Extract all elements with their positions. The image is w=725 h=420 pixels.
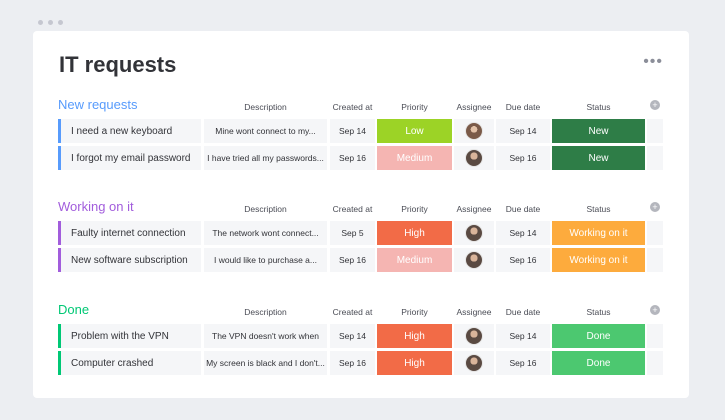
- empty-cell: [647, 146, 663, 170]
- due-date-cell[interactable]: Sep 16: [496, 248, 550, 272]
- group-title[interactable]: Working on it: [58, 199, 134, 214]
- item-name[interactable]: I forgot my email password: [58, 146, 201, 170]
- item-name[interactable]: New software subscription: [58, 248, 201, 272]
- created-at-cell[interactable]: Sep 16: [330, 248, 375, 272]
- status-badge[interactable]: New: [552, 119, 645, 143]
- page-title: IT requests: [59, 52, 177, 77]
- add-column-icon[interactable]: +: [650, 305, 660, 315]
- column-header-priority[interactable]: Priority: [401, 204, 428, 214]
- assignee-cell[interactable]: [454, 324, 494, 348]
- description-cell[interactable]: The VPN doesn't work when: [204, 324, 327, 348]
- column-header-due_date[interactable]: Due date: [505, 204, 541, 214]
- column-header-status[interactable]: Status: [586, 102, 611, 112]
- created-at-cell[interactable]: Sep 14: [330, 119, 375, 143]
- assignee-cell[interactable]: [454, 119, 494, 143]
- more-horizontal-icon[interactable]: •••: [643, 53, 663, 70]
- group-title[interactable]: New requests: [58, 97, 138, 112]
- table-row[interactable]: Problem with the VPN The VPN doesn't work…: [33, 324, 689, 350]
- avatar[interactable]: [465, 224, 483, 242]
- status-badge[interactable]: Done: [552, 351, 645, 375]
- table-row[interactable]: New software subscription I would like to…: [33, 248, 689, 274]
- avatar[interactable]: [465, 122, 483, 140]
- due-date-cell[interactable]: Sep 16: [496, 146, 550, 170]
- group-2: Done Description Created at Priority Assigne…: [33, 302, 689, 378]
- column-header-created_at[interactable]: Created at: [332, 204, 373, 214]
- avatar[interactable]: [465, 149, 483, 167]
- add-column-icon[interactable]: +: [650, 202, 660, 212]
- table-row[interactable]: Computer crashed My screen is black and I…: [33, 351, 689, 377]
- description-cell[interactable]: I would like to purchase a...: [204, 248, 327, 272]
- priority-badge[interactable]: High: [377, 324, 452, 348]
- due-date-cell[interactable]: Sep 16: [496, 351, 550, 375]
- item-name[interactable]: I need a new keyboard: [58, 119, 201, 143]
- empty-cell: [647, 248, 663, 272]
- priority-badge[interactable]: High: [377, 351, 452, 375]
- due-date-cell[interactable]: Sep 14: [496, 119, 550, 143]
- board-card: IT requests ••• New requests Description C…: [33, 31, 689, 398]
- group-0: New requests Description Created at Priorit…: [33, 97, 689, 173]
- status-badge[interactable]: Working on it: [552, 248, 645, 272]
- table-row[interactable]: Faulty internet connection The network wo…: [33, 221, 689, 247]
- column-header-priority[interactable]: Priority: [401, 102, 428, 112]
- column-header-assignee[interactable]: Assignee: [456, 307, 492, 317]
- description-cell[interactable]: The network wont connect...: [204, 221, 327, 245]
- status-badge[interactable]: Done: [552, 324, 645, 348]
- priority-badge[interactable]: Medium: [377, 146, 452, 170]
- group-title[interactable]: Done: [58, 302, 90, 317]
- avatar[interactable]: [465, 354, 483, 372]
- column-header-created_at[interactable]: Created at: [332, 307, 373, 317]
- item-name[interactable]: Computer crashed: [58, 351, 201, 375]
- due-date-cell[interactable]: Sep 14: [496, 324, 550, 348]
- group-header: Done Description Created at Priority Assigne…: [33, 302, 689, 322]
- status-badge[interactable]: Working on it: [552, 221, 645, 245]
- column-header-description[interactable]: Description: [244, 204, 287, 214]
- empty-cell: [647, 324, 663, 348]
- column-header-status[interactable]: Status: [586, 307, 611, 317]
- avatar[interactable]: [465, 327, 483, 345]
- table-row[interactable]: I need a new keyboard Mine wont connect t…: [33, 119, 689, 145]
- item-name[interactable]: Problem with the VPN: [58, 324, 201, 348]
- column-header-status[interactable]: Status: [586, 204, 611, 214]
- window-controls: [38, 20, 63, 25]
- due-date-cell[interactable]: Sep 14: [496, 221, 550, 245]
- column-header-due_date[interactable]: Due date: [505, 307, 541, 317]
- avatar[interactable]: [465, 251, 483, 269]
- item-name[interactable]: Faulty internet connection: [58, 221, 201, 245]
- column-header-priority[interactable]: Priority: [401, 307, 428, 317]
- assignee-cell[interactable]: [454, 221, 494, 245]
- created-at-cell[interactable]: Sep 16: [330, 351, 375, 375]
- table-row[interactable]: I forgot my email password I have tried a…: [33, 146, 689, 172]
- group-header: Working on it Description Created at Priori…: [33, 199, 689, 219]
- empty-cell: [647, 119, 663, 143]
- column-header-description[interactable]: Description: [244, 102, 287, 112]
- status-badge[interactable]: New: [552, 146, 645, 170]
- column-header-assignee[interactable]: Assignee: [456, 102, 492, 112]
- created-at-cell[interactable]: Sep 5: [330, 221, 375, 245]
- empty-cell: [647, 221, 663, 245]
- column-header-created_at[interactable]: Created at: [332, 102, 373, 112]
- priority-badge[interactable]: Medium: [377, 248, 452, 272]
- group-header: New requests Description Created at Priorit…: [33, 97, 689, 117]
- empty-cell: [647, 351, 663, 375]
- priority-badge[interactable]: High: [377, 221, 452, 245]
- assignee-cell[interactable]: [454, 351, 494, 375]
- created-at-cell[interactable]: Sep 16: [330, 146, 375, 170]
- add-column-icon[interactable]: +: [650, 100, 660, 110]
- column-header-due_date[interactable]: Due date: [505, 102, 541, 112]
- priority-badge[interactable]: Low: [377, 119, 452, 143]
- description-cell[interactable]: Mine wont connect to my...: [204, 119, 327, 143]
- description-cell[interactable]: I have tried all my passwords...: [204, 146, 327, 170]
- created-at-cell[interactable]: Sep 14: [330, 324, 375, 348]
- assignee-cell[interactable]: [454, 248, 494, 272]
- group-1: Working on it Description Created at Priori…: [33, 199, 689, 275]
- assignee-cell[interactable]: [454, 146, 494, 170]
- description-cell[interactable]: My screen is black and I don't...: [204, 351, 327, 375]
- column-header-assignee[interactable]: Assignee: [456, 204, 492, 214]
- column-header-description[interactable]: Description: [244, 307, 287, 317]
